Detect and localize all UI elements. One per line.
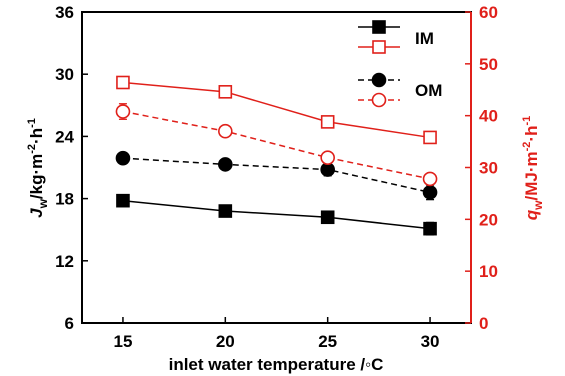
data-point [116,105,129,118]
x-tick-label: 20 [216,332,235,351]
legend-marker [373,94,386,107]
data-point [322,116,334,128]
right-tick-label: 50 [479,55,498,74]
left-tick-label: 30 [55,65,74,84]
left-tick-label: 18 [55,190,74,209]
data-point [219,125,232,138]
right-axis-title-exp2: -1 [521,116,533,126]
data-point [321,151,334,164]
left-tick-label: 12 [55,252,74,271]
right-axis-title-dot: ·h [522,126,541,142]
data-point [424,223,436,235]
right-axis-title-main: q [522,209,541,220]
right-axis-title-exp1: -2 [521,142,533,152]
right-tick-label: 60 [479,3,498,22]
left-axis-title-dot: ·h [27,128,46,144]
series-line [123,158,430,192]
right-tick-label: 30 [479,159,498,178]
x-axis-title: inlet water temperature /◦C [169,355,384,374]
series-im-left [117,195,436,235]
series-om-right [116,104,436,186]
right-axis-title-rest: /MJ·m [522,151,541,200]
svg-text:Jw/kg·m-2·h-1: Jw/kg·m-2·h-1 [26,118,50,218]
data-point [117,195,129,207]
x-tick-label: 15 [113,332,132,351]
data-point [219,86,231,98]
left-axis-title-sub: w [36,198,50,209]
data-point [424,172,437,185]
legend-label: OM [415,81,442,100]
right-tick-label: 40 [479,107,498,126]
legend-label: IM [415,29,434,48]
left-tick-label: 36 [55,3,74,22]
data-point [424,131,436,143]
x-tick-label: 30 [421,332,440,351]
data-point [219,205,231,217]
svg-text:qw/MJ·m-2·h-1: qw/MJ·m-2·h-1 [521,116,545,220]
series-line [123,201,430,229]
left-tick-label: 24 [55,127,74,146]
right-axis-title: qw/MJ·m-2·h-1 [521,116,545,220]
left-axis-title-exp1: -2 [26,144,38,154]
data-point [321,163,334,176]
legend: IM OM [358,21,442,107]
right-tick-label: 20 [479,210,498,229]
data-point [117,76,129,88]
legend-marker [373,74,386,87]
right-axis-title-sub: w [531,200,545,211]
data-point [116,152,129,165]
data-point [424,186,437,199]
left-axis-title-rest: /kg·m [27,154,46,199]
legend-marker [373,21,385,33]
data-point [322,211,334,223]
x-tick-label: 25 [318,332,337,351]
right-tick-label: 0 [479,314,488,333]
left-tick-label: 6 [65,314,74,333]
series-line [123,112,430,179]
series-om-left [116,152,436,200]
series-im-right [117,76,436,143]
series-line [123,82,430,137]
right-tick-label: 10 [479,262,498,281]
left-axis-title: Jw/kg·m-2·h-1 [26,118,50,218]
data-point [219,158,232,171]
legend-marker [373,41,385,53]
left-axis-title-exp2: -1 [26,118,38,128]
